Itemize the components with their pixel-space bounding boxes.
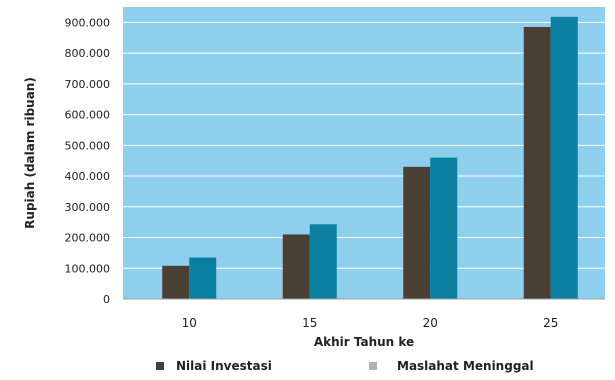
- y-tick-label: 300.000: [65, 201, 111, 214]
- bar-maslahat-meninggal-25: [550, 16, 578, 300]
- y-tick-label: 600.000: [65, 109, 111, 122]
- x-axis-ticks: 10 15 20 25: [182, 316, 559, 330]
- bar-nilai-investasi-25: [523, 26, 551, 300]
- y-tick-label: 800.000: [65, 47, 111, 60]
- x-tick-label: 15: [302, 316, 317, 330]
- legend-label-maslahat-meninggal: Maslahat Meninggal: [397, 359, 534, 373]
- x-axis-label: Akhir Tahun ke: [314, 335, 414, 349]
- legend-label-nilai-investasi: Nilai Investasi: [176, 359, 272, 373]
- x-tick-label: 10: [182, 316, 197, 330]
- x-tick-label: 25: [543, 316, 558, 330]
- legend-marker-nilai-investasi: [156, 362, 164, 370]
- y-tick-label: 700.000: [65, 78, 111, 91]
- bar-maslahat-meninggal-10: [189, 257, 217, 299]
- y-axis-ticks: 0 100.000 200.000 300.000 400.000 500.000 600.…: [65, 16, 111, 306]
- y-tick-label: 500.000: [65, 139, 111, 152]
- bar-maslahat-meninggal-20: [430, 157, 458, 299]
- bar-maslahat-meninggal-15: [309, 224, 337, 299]
- bar-nilai-investasi-10: [162, 265, 190, 299]
- y-tick-label: 400.000: [65, 170, 111, 183]
- legend-marker-maslahat-meninggal: [369, 362, 377, 370]
- y-tick-label: 100.000: [65, 262, 111, 275]
- bar-nilai-investasi-20: [403, 166, 431, 299]
- bar-nilai-investasi-15: [282, 234, 310, 299]
- legend: Nilai Investasi Maslahat Meninggal: [156, 359, 534, 373]
- bars: [162, 16, 578, 300]
- x-tick-label: 20: [423, 316, 438, 330]
- y-tick-label: 0: [103, 293, 110, 306]
- y-tick-label: 900.000: [65, 16, 111, 29]
- y-axis-label: Rupiah (dalam ribuan): [23, 77, 37, 229]
- y-tick-label: 200.000: [65, 232, 111, 245]
